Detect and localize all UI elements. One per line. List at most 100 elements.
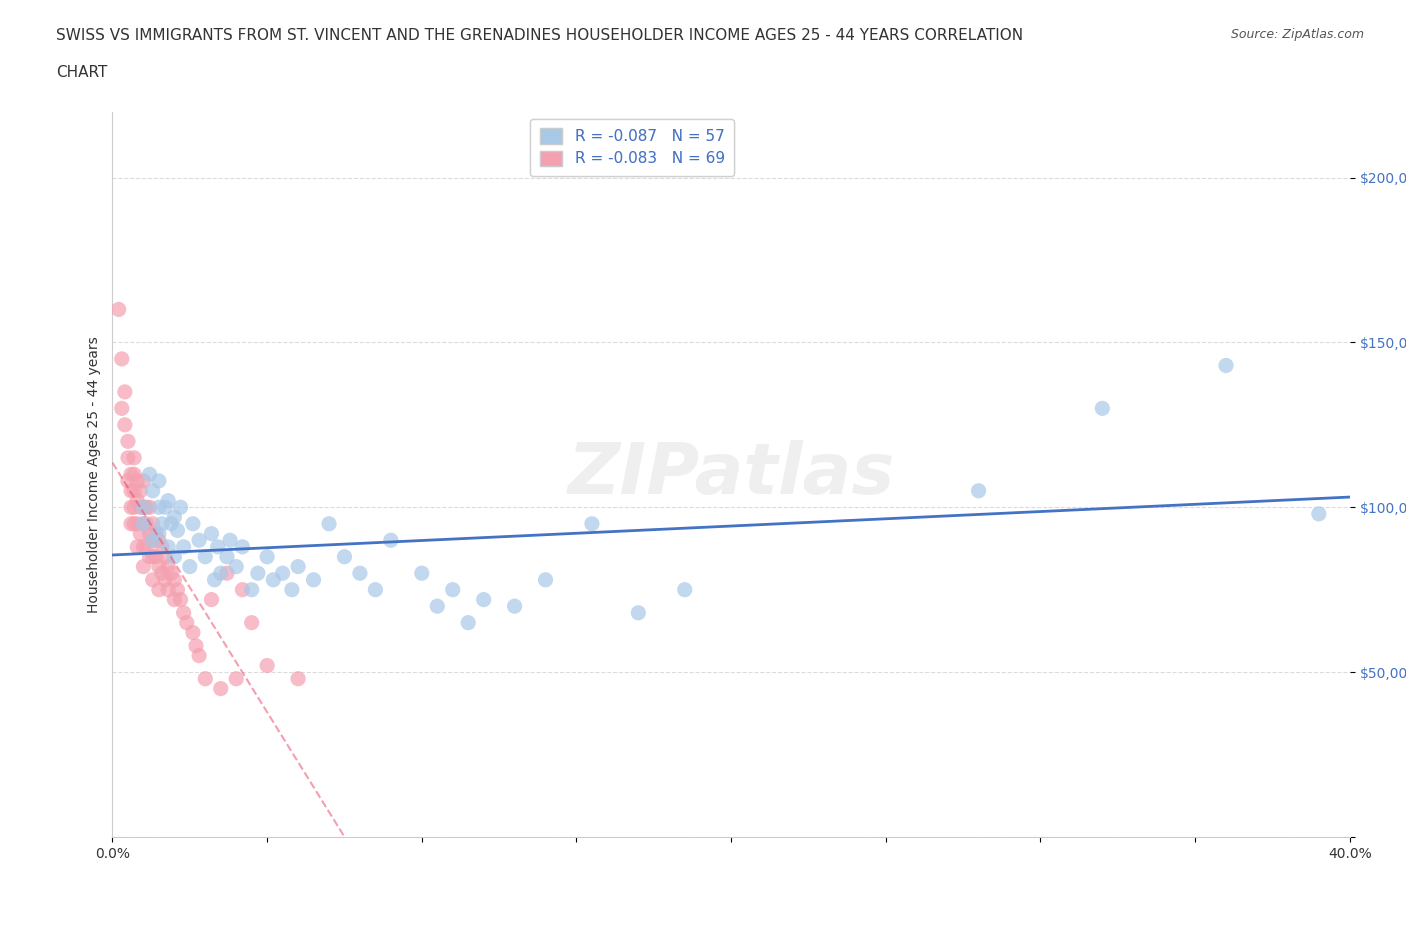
Point <box>135 516 157 531</box>
Point <box>122 450 145 465</box>
Point <box>188 648 211 663</box>
Text: CHART: CHART <box>56 65 108 80</box>
Point <box>581 516 603 531</box>
Point <box>127 493 149 508</box>
Point <box>153 572 176 587</box>
Point <box>148 559 170 574</box>
Point <box>132 473 155 488</box>
Point <box>157 539 180 554</box>
Point <box>163 592 186 607</box>
Point <box>142 572 165 587</box>
Point <box>318 516 340 531</box>
Point <box>122 499 145 514</box>
Point <box>1308 507 1330 522</box>
Point <box>194 550 217 565</box>
Point <box>145 526 167 541</box>
Point <box>181 516 204 531</box>
Point <box>207 539 229 554</box>
Point <box>142 550 165 565</box>
Point <box>163 550 186 565</box>
Point <box>142 533 165 548</box>
Point <box>132 499 155 514</box>
Point <box>160 516 183 531</box>
Point <box>225 559 247 574</box>
Point <box>380 533 402 548</box>
Point <box>204 572 226 587</box>
Point <box>262 572 284 587</box>
Point <box>173 605 195 620</box>
Point <box>457 616 479 631</box>
Point <box>209 681 232 696</box>
Point <box>176 616 198 631</box>
Point <box>132 539 155 554</box>
Y-axis label: Householder Income Ages 25 - 44 years: Householder Income Ages 25 - 44 years <box>87 336 101 613</box>
Point <box>120 467 142 482</box>
Point <box>142 533 165 548</box>
Point <box>302 572 325 587</box>
Text: ZIPatlas: ZIPatlas <box>568 440 894 509</box>
Point <box>138 550 160 565</box>
Point <box>117 473 139 488</box>
Point <box>135 539 157 554</box>
Point <box>411 565 433 580</box>
Point <box>231 539 253 554</box>
Point <box>534 572 557 587</box>
Point <box>194 671 217 686</box>
Point <box>181 625 204 640</box>
Point <box>179 559 201 574</box>
Point <box>129 499 152 514</box>
Point <box>127 516 149 531</box>
Point <box>349 565 371 580</box>
Point <box>150 516 173 531</box>
Point <box>1091 401 1114 416</box>
Point <box>225 671 247 686</box>
Point <box>163 510 186 525</box>
Point <box>188 533 211 548</box>
Point <box>111 401 134 416</box>
Point <box>122 467 145 482</box>
Point <box>160 565 183 580</box>
Point <box>673 582 696 597</box>
Point <box>184 638 207 653</box>
Point <box>122 484 145 498</box>
Point <box>169 592 191 607</box>
Point <box>287 671 309 686</box>
Point <box>114 384 136 399</box>
Point <box>129 526 152 541</box>
Point <box>281 582 304 597</box>
Point <box>117 450 139 465</box>
Point <box>148 526 170 541</box>
Point <box>219 533 242 548</box>
Point <box>111 352 134 366</box>
Point <box>472 592 495 607</box>
Point <box>256 550 278 565</box>
Point <box>129 484 152 498</box>
Point <box>271 565 294 580</box>
Point <box>117 434 139 449</box>
Point <box>627 605 650 620</box>
Point <box>114 418 136 432</box>
Point <box>138 467 160 482</box>
Point <box>441 582 464 597</box>
Point <box>503 599 526 614</box>
Point <box>215 565 238 580</box>
Point <box>209 565 232 580</box>
Point <box>240 582 263 597</box>
Point <box>135 499 157 514</box>
Point <box>153 499 176 514</box>
Point <box>132 516 155 531</box>
Point <box>967 484 990 498</box>
Point <box>240 616 263 631</box>
Point <box>138 526 160 541</box>
Point <box>150 565 173 580</box>
Point <box>148 582 170 597</box>
Point <box>145 550 167 565</box>
Point <box>246 565 269 580</box>
Text: SWISS VS IMMIGRANTS FROM ST. VINCENT AND THE GRENADINES HOUSEHOLDER INCOME AGES : SWISS VS IMMIGRANTS FROM ST. VINCENT AND… <box>56 28 1024 43</box>
Point <box>426 599 449 614</box>
Point <box>333 550 356 565</box>
Point <box>120 484 142 498</box>
Point <box>132 559 155 574</box>
Point <box>1215 358 1237 373</box>
Point <box>169 499 191 514</box>
